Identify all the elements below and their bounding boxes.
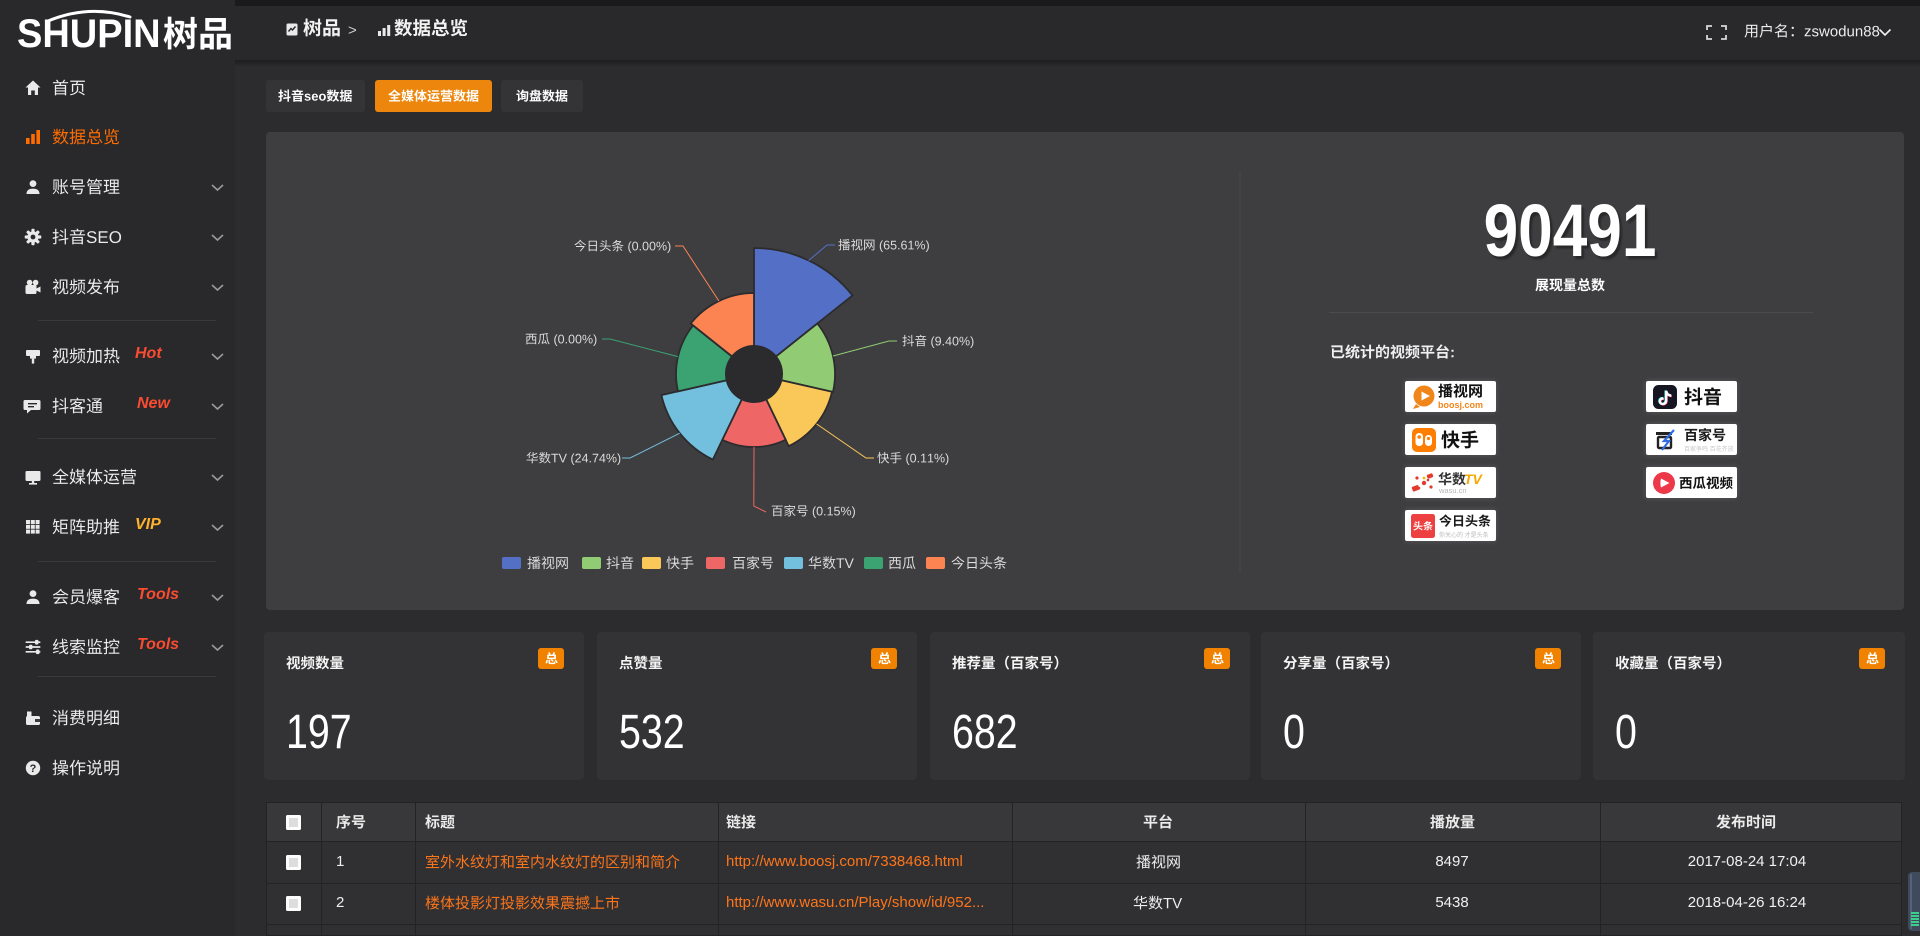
svg-text:?: ? <box>30 763 37 775</box>
